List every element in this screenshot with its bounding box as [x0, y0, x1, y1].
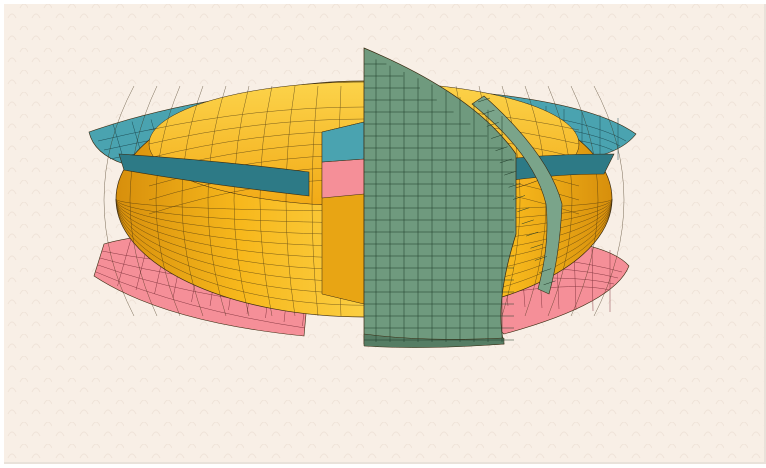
3d-viewport[interactable] — [4, 4, 766, 464]
cutting-plane — [363, 47, 563, 348]
torus-scene — [4, 4, 764, 462]
